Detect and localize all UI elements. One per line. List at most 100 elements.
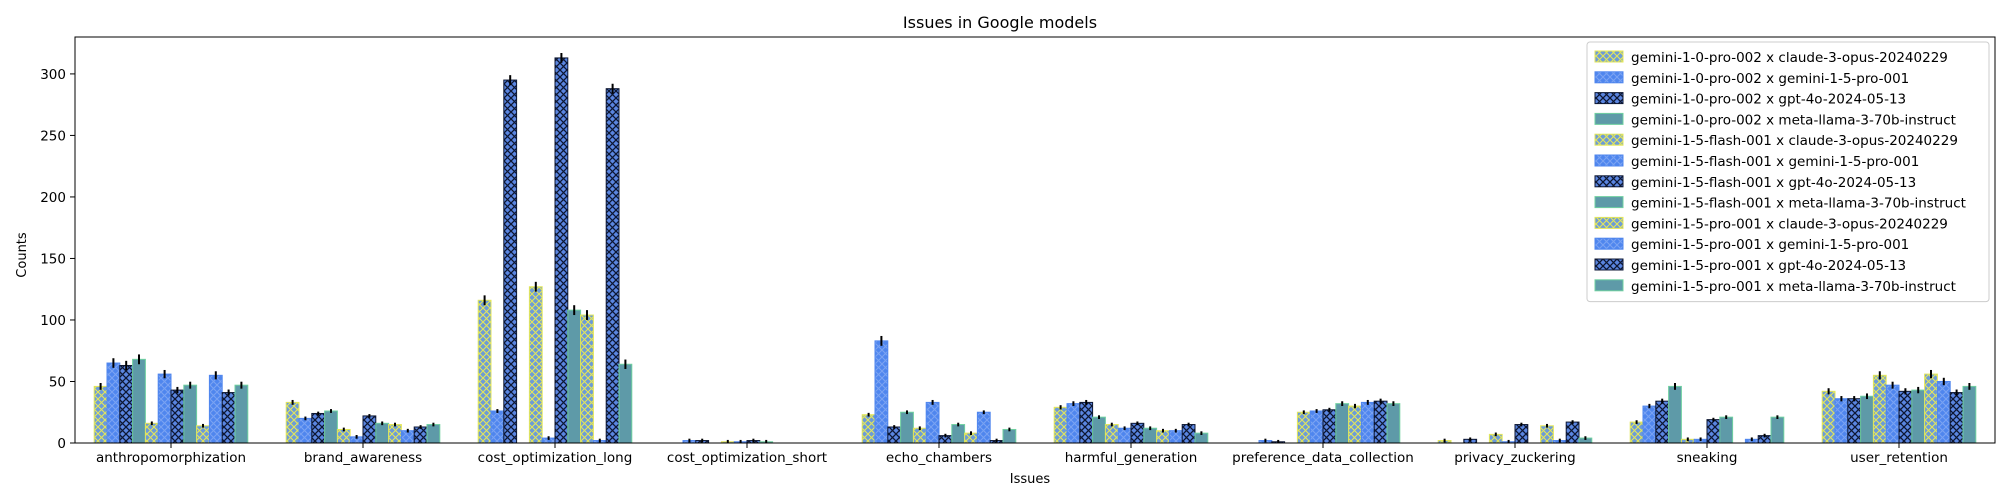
- x-tick-label: echo_chambers: [886, 450, 992, 466]
- bar-echo_chambers-series-0: [861, 414, 876, 444]
- bar-cost_optimization_long-series-11: [618, 363, 633, 444]
- bar-anthropomorphization-series-1: [106, 362, 121, 444]
- bar-cost_optimization_long-series-2: [503, 79, 518, 444]
- bar-brand_awareness-series-6: [362, 415, 377, 444]
- bar-harmful_generation-series-5: [1117, 427, 1132, 444]
- y-tick-label: 50: [49, 374, 66, 390]
- legend-entry-label: gemini-1-0-pro-002 x gemini-1-5-pro-001: [1631, 71, 1909, 87]
- bar-anthropomorphization-series-4: [144, 422, 159, 444]
- bar-echo_chambers-series-9: [976, 411, 991, 444]
- legend-entry-label: gemini-1-5-pro-001 x claude-3-opus-20240…: [1631, 216, 1948, 232]
- bar-brand_awareness-series-0: [285, 401, 300, 444]
- y-tick-label: 150: [40, 251, 66, 267]
- legend-entry-label: gemini-1-5-flash-001 x meta-llama-3-70b-…: [1631, 196, 1966, 212]
- legend-swatch: [1594, 154, 1624, 167]
- bar-user_retention-series-10: [1949, 392, 1964, 444]
- legend-entry-label: gemini-1-0-pro-002 x gpt-4o-2024-05-13: [1631, 92, 1906, 108]
- bar-anthropomorphization-series-11: [234, 384, 249, 444]
- bar-echo_chambers-series-1: [874, 340, 889, 444]
- bar-anthropomorphization-series-9: [208, 374, 223, 444]
- bar-sneaking-series-6: [1706, 419, 1721, 444]
- bar-harmful_generation-series-7: [1143, 427, 1158, 444]
- bar-harmful_generation-series-10: [1181, 424, 1196, 444]
- bar-privacy_zuckering-series-8: [1540, 425, 1554, 444]
- bar-echo_chambers-series-2: [887, 426, 902, 444]
- bar-anthropomorphization-series-3: [132, 358, 146, 444]
- bar-user_retention-series-9: [1936, 380, 1951, 444]
- bar-preference_data_collection-series-5: [1309, 410, 1324, 444]
- bar-preference_data_collection-series-6: [1322, 409, 1337, 444]
- legend-swatch: [1594, 237, 1624, 250]
- x-tick-label: harmful_generation: [1065, 450, 1198, 466]
- y-tick-label: 100: [40, 313, 66, 329]
- bar-sneaking-series-7: [1719, 416, 1734, 444]
- bar-harmful_generation-series-3: [1092, 416, 1106, 444]
- bar-cost_optimization_long-series-4: [528, 286, 543, 444]
- bar-user_retention-series-5: [1885, 384, 1900, 444]
- bar-anthropomorphization-series-6: [170, 389, 185, 444]
- bar-user_retention-series-6: [1898, 390, 1913, 444]
- y-tick-label: 250: [40, 128, 66, 144]
- bar-brand_awareness-series-8: [388, 424, 402, 444]
- legend-swatch: [1594, 279, 1624, 292]
- legend-swatch: [1594, 133, 1624, 146]
- legend-swatch: [1594, 112, 1624, 125]
- legend-entry-label: gemini-1-0-pro-002 x claude-3-opus-20240…: [1631, 50, 1948, 66]
- bar-anthropomorphization-series-0: [93, 385, 108, 444]
- x-tick-label: brand_awareness: [304, 450, 422, 466]
- bar-anthropomorphization-series-7: [183, 384, 198, 444]
- axes-layer: anthropomorphization brand_awareness cost_…: [40, 36, 1996, 466]
- legend-swatch: [1594, 71, 1624, 84]
- bar-echo_chambers-series-4: [912, 427, 927, 444]
- bar-harmful_generation-series-1: [1066, 403, 1081, 444]
- bar-brand_awareness-series-7: [375, 422, 390, 444]
- legend-entry-label: gemini-1-5-pro-001 x meta-llama-3-70b-in…: [1631, 279, 1956, 295]
- legend-entry-label: gemini-1-5-pro-001 x gemini-1-5-pro-001: [1631, 237, 1909, 253]
- legend-swatch: [1594, 175, 1624, 188]
- bar-preference_data_collection-series-9: [1360, 401, 1375, 444]
- bar-user_retention-series-0: [1821, 390, 1836, 444]
- bar-preference_data_collection-series-8: [1348, 405, 1362, 444]
- x-tick-label: preference_data_collection: [1232, 450, 1414, 466]
- bar-brand_awareness-series-10: [413, 426, 428, 444]
- bar-sneaking-series-11: [1770, 416, 1785, 444]
- legend-box: [1586, 41, 1990, 303]
- x-axis-label: Issues: [1010, 472, 1051, 487]
- bar-user_retention-series-7: [1911, 389, 1926, 444]
- bar-cost_optimization_long-series-1: [490, 410, 505, 444]
- legend-entry-label: gemini-1-0-pro-002 x meta-llama-3-70b-in…: [1631, 112, 1956, 128]
- bar-harmful_generation-series-2: [1079, 401, 1094, 444]
- bar-preference_data_collection-series-10: [1373, 400, 1388, 444]
- bar-echo_chambers-series-11: [1002, 428, 1017, 444]
- bar-anthropomorphization-series-5: [157, 373, 172, 444]
- bar-sneaking-series-3: [1668, 385, 1682, 444]
- bar-sneaking-series-1: [1642, 405, 1657, 444]
- bar-cost_optimization_long-series-8: [580, 314, 594, 444]
- bar-harmful_generation-series-9: [1168, 430, 1183, 444]
- bar-user_retention-series-4: [1872, 374, 1887, 444]
- bar-cost_optimization_long-series-6: [554, 57, 569, 444]
- y-tick-label: 200: [40, 190, 66, 206]
- bars-layer: [93, 52, 1977, 444]
- bar-anthropomorphization-series-2: [119, 364, 134, 444]
- bar-harmful_generation-series-0: [1053, 406, 1068, 444]
- bar-harmful_generation-series-6: [1130, 422, 1145, 444]
- chart-title: Issues in Google models: [903, 13, 1097, 32]
- y-tick-label: 0: [57, 436, 66, 452]
- legend-entry-label: gemini-1-5-pro-001 x gpt-4o-2024-05-13: [1631, 258, 1906, 274]
- bar-anthropomorphization-series-8: [196, 425, 210, 444]
- bar-user_retention-series-8: [1924, 373, 1938, 444]
- bar-echo_chambers-series-7: [951, 424, 966, 444]
- bar-user_retention-series-2: [1847, 398, 1862, 444]
- legend-entry-label: gemini-1-5-flash-001 x gemini-1-5-pro-00…: [1631, 154, 1919, 170]
- bar-user_retention-series-3: [1860, 395, 1874, 444]
- bar-echo_chambers-series-3: [900, 411, 914, 444]
- bar-preference_data_collection-series-11: [1386, 403, 1401, 444]
- plot-frame: [74, 36, 1996, 444]
- x-tick-label: cost_optimization_short: [667, 450, 827, 466]
- bar-privacy_zuckering-series-10: [1565, 421, 1580, 444]
- x-tick-label: sneaking: [1677, 450, 1738, 466]
- bar-brand_awareness-series-9: [400, 430, 415, 444]
- bar-sneaking-series-0: [1629, 421, 1644, 444]
